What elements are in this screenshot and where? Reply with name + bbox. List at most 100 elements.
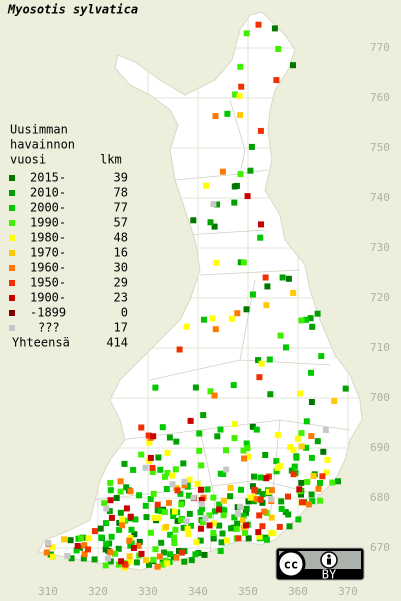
observation-dot	[169, 472, 176, 479]
observation-dot	[249, 291, 256, 298]
observation-dot	[103, 520, 109, 527]
observation-dot	[279, 274, 286, 281]
cc-icon	[276, 549, 306, 579]
observation-dot	[173, 554, 180, 561]
observation-dot	[150, 433, 157, 440]
observation-dot	[240, 259, 247, 266]
observation-dot	[243, 522, 249, 529]
observation-dot	[237, 63, 244, 70]
observation-dot	[293, 454, 300, 461]
observation-dot	[223, 447, 229, 454]
legend-swatch	[9, 235, 15, 241]
observation-dot	[106, 508, 113, 515]
observation-dot	[136, 492, 143, 499]
observation-dot	[256, 512, 263, 519]
observation-dot	[228, 315, 235, 322]
observation-dot	[171, 534, 178, 541]
observation-dot	[178, 501, 185, 508]
observation-dot	[150, 556, 157, 563]
observation-dot	[335, 478, 341, 485]
observation-dot	[263, 302, 270, 309]
observation-dot	[294, 435, 301, 442]
observation-dot	[201, 551, 208, 558]
observation-dot	[241, 455, 248, 462]
legend-label: 2015-	[30, 171, 66, 185]
y-tick-label: 770	[370, 41, 390, 54]
observation-dot	[107, 497, 114, 504]
observation-dot	[138, 550, 145, 557]
country-outline	[37, 11, 363, 571]
legend-label: 2010-	[30, 186, 66, 200]
legend-swatch	[9, 325, 15, 331]
observation-dot	[43, 549, 50, 556]
x-tick-label: 330	[138, 585, 158, 598]
observation-dot	[268, 514, 275, 521]
legend-count: 16	[114, 246, 128, 260]
observation-dot	[255, 488, 262, 495]
legend-count: 78	[114, 186, 128, 200]
x-tick-label: 350	[238, 585, 258, 598]
legend-count: 23	[114, 291, 128, 305]
legend: 2015- 39 2010- 78 2000- 77 1990- 57 1980- 48 1970-…	[9, 171, 128, 350]
observation-dot	[240, 447, 247, 454]
observation-dot	[262, 274, 269, 281]
observation-dot	[123, 484, 130, 491]
observation-dot	[188, 522, 194, 529]
observation-dot	[257, 127, 264, 134]
observation-dot	[219, 530, 226, 537]
observation-dot	[193, 539, 200, 546]
observation-dot	[115, 561, 122, 568]
observation-dot	[198, 462, 205, 469]
observation-dot	[149, 469, 156, 475]
observation-dot	[199, 519, 206, 525]
observation-dot	[123, 505, 130, 512]
observation-dot	[259, 491, 266, 498]
observation-dot	[320, 448, 327, 455]
y-tick-label: 690	[370, 441, 390, 454]
observation-dot	[187, 417, 194, 424]
legend-header: Uusimman	[10, 123, 68, 137]
observation-dot	[61, 536, 67, 543]
observation-dot	[295, 516, 302, 523]
observation-dot	[235, 535, 242, 542]
observation-dot	[149, 464, 156, 471]
observation-dot	[107, 549, 114, 556]
observation-dot	[119, 516, 125, 523]
legend-swatch	[9, 265, 15, 271]
observation-dot	[199, 505, 205, 512]
observation-dot	[130, 545, 137, 551]
observation-dot	[243, 306, 250, 313]
observation-dot	[102, 562, 109, 569]
observation-dot	[249, 483, 256, 490]
observation-dot	[322, 427, 329, 433]
observation-dot	[220, 512, 227, 519]
observation-dot	[116, 526, 123, 533]
observation-dot	[156, 553, 163, 560]
observation-dot	[297, 390, 303, 397]
observation-dot	[298, 317, 305, 324]
observation-dot	[257, 496, 264, 503]
observation-dot	[154, 563, 161, 570]
observation-dot	[138, 451, 145, 458]
observation-dot	[231, 435, 238, 442]
observation-dot	[259, 523, 266, 530]
legend-label: 1970-	[30, 246, 66, 260]
observation-dot	[186, 492, 192, 499]
observation-dot	[315, 485, 322, 492]
observation-dot	[231, 199, 238, 206]
axis-labels: 310 320 330 340 350 360 370 670 680 690 700 710 720 7…	[38, 41, 390, 598]
observation-dot	[50, 553, 56, 560]
observation-dot	[273, 458, 280, 465]
observation-dot	[206, 512, 213, 519]
observation-dot	[201, 316, 207, 323]
observation-dot	[231, 514, 238, 521]
observation-dot	[285, 493, 291, 500]
observation-dot	[276, 523, 283, 530]
observation-dot	[211, 392, 218, 399]
observation-dot	[147, 496, 154, 502]
observation-dot	[173, 438, 180, 445]
observation-dot	[112, 550, 119, 557]
observation-dot	[196, 447, 203, 454]
observation-dot	[172, 466, 179, 473]
